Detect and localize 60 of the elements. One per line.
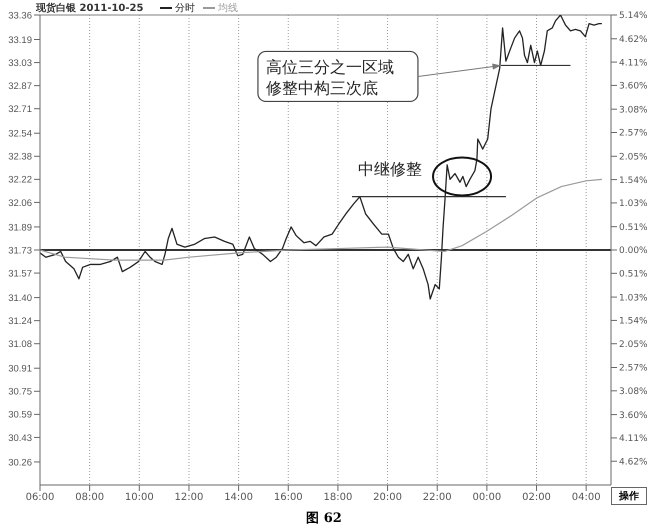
- y-tick-label: 31.24: [8, 316, 32, 328]
- x-tick-label: 22:00: [422, 492, 452, 504]
- y2-tick-label: 2.57%: [619, 364, 648, 374]
- y2-tick-label: 4.11%: [619, 434, 648, 444]
- text: 操作: [611, 487, 647, 505]
- y-tick-label: 32.54: [8, 128, 32, 140]
- annotation: 中继修整: [358, 159, 422, 178]
- chart-title: 现货白银 2011-10-25: [36, 2, 144, 15]
- y-tick-label: 33.03: [8, 58, 32, 69]
- y2-tick-label: 0.00%: [619, 246, 648, 256]
- x-tick-label: 06:00: [26, 492, 54, 504]
- y-tick-label: 30.26: [8, 457, 32, 468]
- y-tick-label: 32.06: [8, 198, 32, 209]
- y2-tick-label: 2.57%: [619, 128, 648, 139]
- x-tick-label: 04:00: [572, 492, 601, 504]
- y2-tick-label: 1.54%: [619, 176, 648, 186]
- y2-tick-label: 3.60%: [619, 410, 648, 421]
- y2-tick-label: 0.51%: [619, 270, 648, 280]
- y2-tick-label: 4.11%: [619, 58, 648, 68]
- y-tick-label: 30.91: [8, 364, 32, 375]
- y2-tick-label: 3.08%: [619, 387, 648, 398]
- x-tick-label: 12:00: [174, 492, 204, 504]
- x-tick-label: 08:00: [75, 492, 104, 504]
- annotation: 高位三分之一区域修整中构三次底: [266, 57, 394, 98]
- legend-label: 分时: [174, 2, 195, 15]
- y-tick-label: 32.71: [8, 104, 32, 116]
- y-tick-label: 30.75: [8, 386, 32, 398]
- legend-label: 均线: [217, 2, 238, 15]
- line-series: [40, 15, 603, 300]
- y-tick-label: 33.36: [8, 10, 32, 22]
- x-tick-label: 10:00: [124, 492, 154, 504]
- y2-tick-label: 2.05%: [619, 152, 648, 162]
- y2-tick-label: 1.03%: [619, 199, 648, 210]
- y-tick-label: 31.57: [8, 268, 32, 280]
- y2-tick-label: 3.60%: [619, 82, 648, 92]
- x-tick-label: 14:00: [224, 492, 254, 504]
- y2-tick-label: 3.08%: [619, 105, 648, 116]
- y-tick-label: 32.87: [8, 81, 32, 92]
- y2-tick-label: 0.51%: [619, 222, 648, 233]
- y-tick-label: 31.40: [8, 292, 32, 304]
- x-tick-label: 00:00: [472, 492, 502, 504]
- y-tick-label: 31.73: [8, 245, 32, 256]
- y-tick-label: 32.38: [8, 152, 32, 163]
- x-tick-label: 16:00: [274, 492, 303, 504]
- y-tick-label: 33.19: [8, 34, 32, 46]
- y2-tick-label: 1.03%: [619, 293, 648, 304]
- caption: 图 62: [305, 510, 343, 527]
- y2-tick-label: 4.62%: [619, 457, 648, 468]
- y2-tick-label: 2.05%: [619, 340, 648, 350]
- x-tick-label: 18:00: [324, 492, 352, 504]
- y-tick-label: 30.59: [8, 410, 32, 421]
- y2-tick-label: 1.54%: [619, 316, 648, 327]
- y2-tick-label: 5.14%: [619, 11, 648, 22]
- x-tick-label: 20:00: [373, 492, 402, 504]
- y-tick-label: 32.22: [8, 174, 32, 186]
- x-tick-label: 02:00: [522, 492, 551, 504]
- y-tick-label: 30.43: [8, 432, 32, 444]
- y-tick-label: 31.08: [8, 339, 32, 350]
- y2-tick-label: 4.62%: [619, 34, 648, 45]
- y-tick-label: 31.89: [8, 222, 32, 234]
